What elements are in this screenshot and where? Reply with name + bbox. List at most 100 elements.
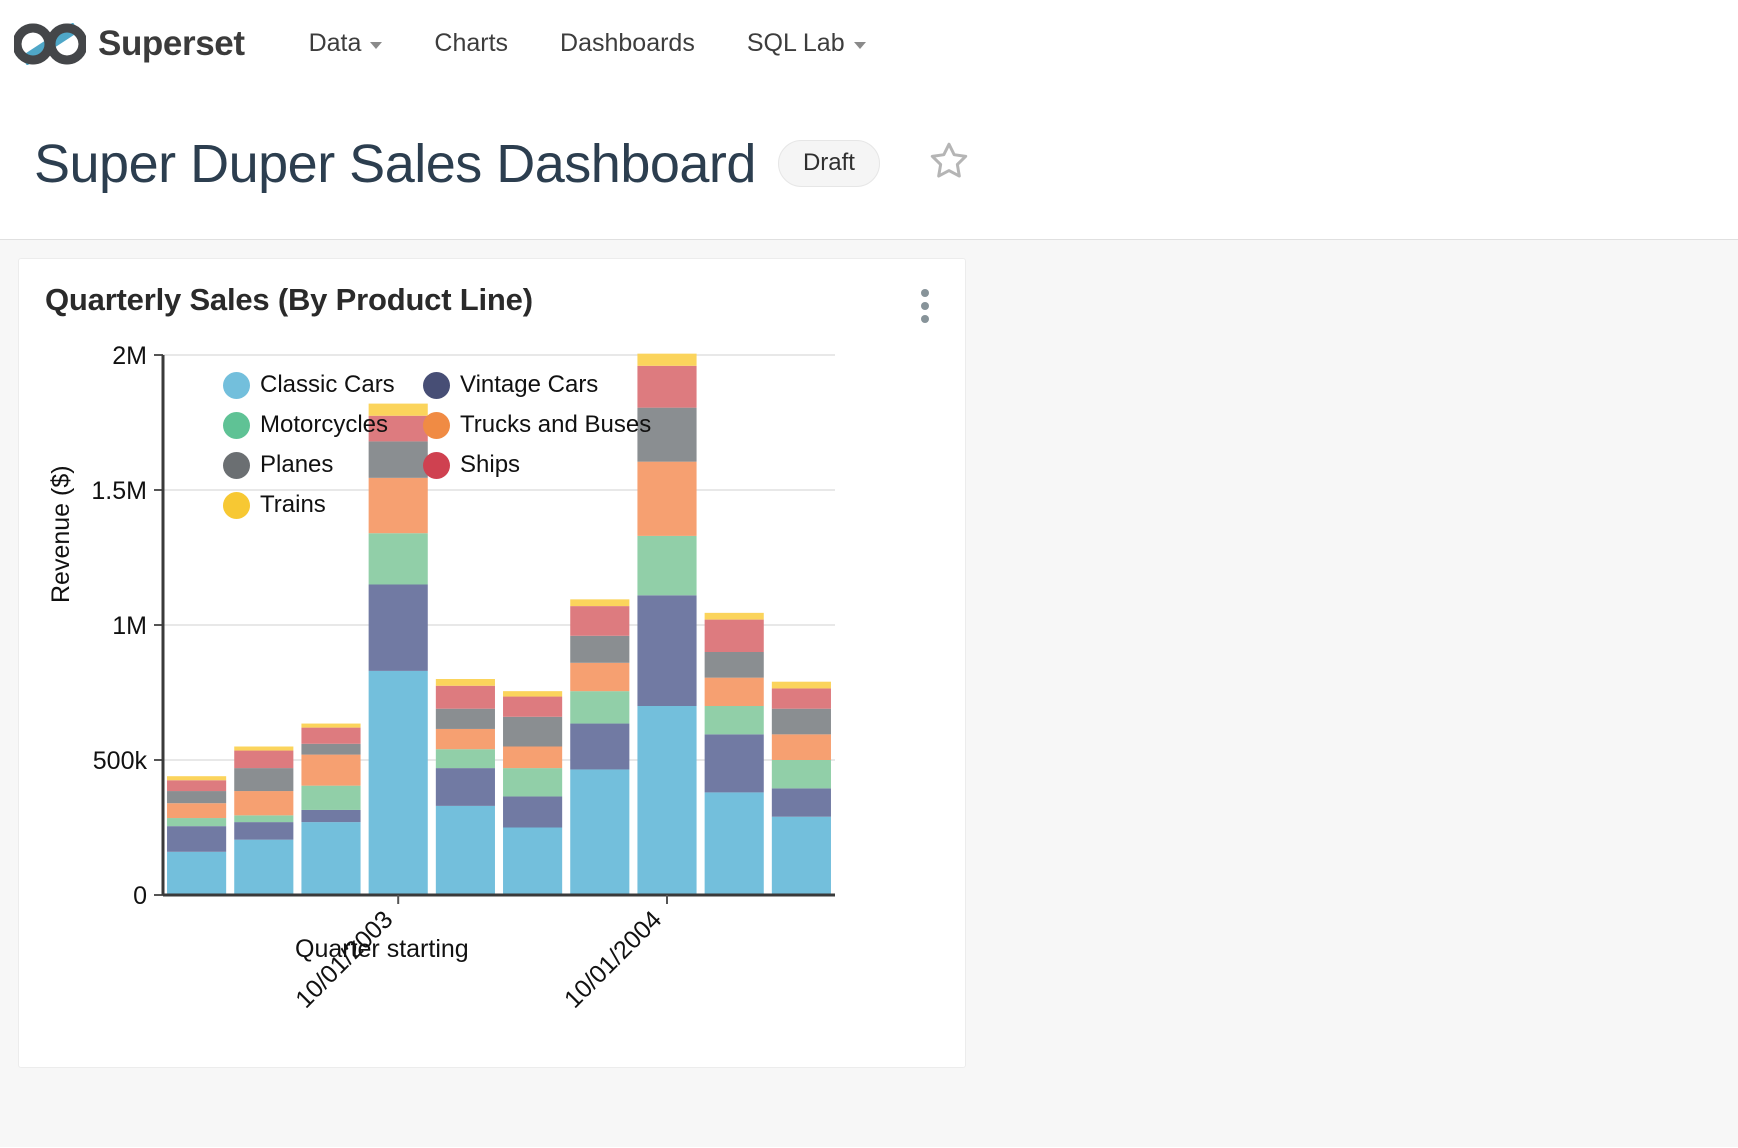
bar-segment[interactable] <box>704 677 764 706</box>
bar-segment[interactable] <box>435 805 495 895</box>
bar-segment[interactable] <box>704 652 764 678</box>
nav-item-data[interactable]: Data <box>283 19 409 68</box>
bar-segment[interactable] <box>167 826 227 852</box>
bar-segment[interactable] <box>503 691 563 697</box>
bar-segment[interactable] <box>301 743 361 755</box>
legend-item-trucks-and-buses[interactable]: Trucks and Buses <box>423 411 653 439</box>
kebab-menu-icon[interactable] <box>911 281 939 331</box>
bar-segment[interactable] <box>771 760 831 789</box>
bar-segment[interactable] <box>167 780 227 792</box>
legend-item-trains[interactable]: Trains <box>223 491 423 519</box>
legend-item-classic-cars[interactable]: Classic Cars <box>223 371 423 399</box>
bar-segment[interactable] <box>167 803 227 819</box>
brand-home-link[interactable]: Superset <box>12 21 245 66</box>
x-axis-title: Quarter starting <box>295 935 469 963</box>
bar-segment[interactable] <box>234 815 294 823</box>
favorite-star-button[interactable] <box>926 141 972 187</box>
legend-item-motorcycles[interactable]: Motorcycles <box>223 411 423 439</box>
bar-segment[interactable] <box>503 696 563 717</box>
bar-segment[interactable] <box>435 728 495 750</box>
legend-swatch-classic-cars <box>223 371 250 399</box>
bar-segment[interactable] <box>503 746 563 769</box>
legend-item-ships[interactable]: Ships <box>423 451 653 479</box>
bar-segment[interactable] <box>771 788 831 817</box>
bar-segment[interactable] <box>368 477 428 534</box>
bar-segment[interactable] <box>637 595 697 706</box>
bar-segment[interactable] <box>301 723 361 728</box>
bar-segment[interactable] <box>704 792 764 895</box>
legend-label-classic-cars: Classic Cars <box>260 371 395 398</box>
bar-segment[interactable] <box>570 662 630 692</box>
bar-segment[interactable] <box>435 708 495 729</box>
bar-segment[interactable] <box>368 584 428 671</box>
bar-segment[interactable] <box>704 706 764 735</box>
bar-segment[interactable] <box>771 688 831 709</box>
bar-segment[interactable] <box>637 353 697 366</box>
bar-segment[interactable] <box>435 768 495 806</box>
bar-segment[interactable] <box>771 681 831 689</box>
bar-segment[interactable] <box>637 706 697 895</box>
bar-segment[interactable] <box>771 734 831 760</box>
bar-segment[interactable] <box>637 407 697 462</box>
bar-segment[interactable] <box>503 768 563 797</box>
bar-segment[interactable] <box>570 723 630 770</box>
bar-segment[interactable] <box>771 816 831 895</box>
bar-segment[interactable] <box>435 685 495 709</box>
y-tick-label: 1.5M <box>91 477 147 505</box>
y-tick-label: 500k <box>93 747 148 775</box>
page-title[interactable]: Super Duper Sales Dashboard <box>34 133 756 194</box>
bar-segment[interactable] <box>503 796 563 828</box>
bar-segment[interactable] <box>368 441 428 478</box>
bar-segment[interactable] <box>301 822 361 895</box>
bar-segment[interactable] <box>301 754 361 786</box>
legend-swatch-ships <box>423 451 450 479</box>
star-outline-icon <box>928 140 970 187</box>
bar-segment[interactable] <box>570 769 630 895</box>
bar-segment[interactable] <box>637 461 697 536</box>
bar-segment[interactable] <box>503 716 563 747</box>
bar-segment[interactable] <box>435 749 495 769</box>
nav-links: Data Charts Dashboards SQL Lab <box>283 19 892 68</box>
chart-card: Quarterly Sales (By Product Line) Classi… <box>18 258 966 1068</box>
legend-item-planes[interactable]: Planes <box>223 451 423 479</box>
bar-segment[interactable] <box>368 403 428 416</box>
bar-segment[interactable] <box>234 768 294 792</box>
bar-segment[interactable] <box>234 839 294 895</box>
bar-segment[interactable] <box>234 750 294 769</box>
bar-segment[interactable] <box>570 606 630 636</box>
bar-segment[interactable] <box>368 415 428 442</box>
bar-segment[interactable] <box>301 785 361 810</box>
bar-segment[interactable] <box>234 791 294 816</box>
bar-segment[interactable] <box>301 727 361 744</box>
bar-segment[interactable] <box>704 612 764 620</box>
bar-segment[interactable] <box>167 851 227 895</box>
bar-segment[interactable] <box>167 776 227 781</box>
bar-segment[interactable] <box>234 822 294 840</box>
bar-segment[interactable] <box>167 818 227 827</box>
bar-segment[interactable] <box>704 734 764 793</box>
legend-item-vintage-cars[interactable]: Vintage Cars <box>423 371 653 399</box>
bar-segment[interactable] <box>301 809 361 823</box>
legend-label-trucks-and-buses: Trucks and Buses <box>460 411 652 438</box>
bar-segment[interactable] <box>570 691 630 724</box>
bar-segment[interactable] <box>435 679 495 686</box>
bar-segment[interactable] <box>570 635 630 663</box>
nav-item-dashboards[interactable]: Dashboards <box>534 19 721 68</box>
nav-item-charts[interactable]: Charts <box>408 19 534 68</box>
status-badge[interactable]: Draft <box>777 140 880 187</box>
bar-segment[interactable] <box>234 746 294 751</box>
legend-swatch-motorcycles <box>223 411 250 439</box>
bar-segment[interactable] <box>637 365 697 408</box>
y-tick-label: 0 <box>133 882 147 910</box>
bar-segment[interactable] <box>368 533 428 585</box>
bar-segment[interactable] <box>570 599 630 607</box>
nav-item-sql-lab[interactable]: SQL Lab <box>721 19 892 68</box>
dashboard-header: Super Duper Sales Dashboard Draft <box>0 88 1738 240</box>
bar-segment[interactable] <box>771 708 831 735</box>
bar-segment[interactable] <box>704 619 764 652</box>
legend-label-trains: Trains <box>260 491 326 518</box>
bar-segment[interactable] <box>167 791 227 804</box>
bar-segment[interactable] <box>503 827 563 896</box>
bar-segment[interactable] <box>637 535 697 596</box>
bar-segment[interactable] <box>368 670 428 895</box>
